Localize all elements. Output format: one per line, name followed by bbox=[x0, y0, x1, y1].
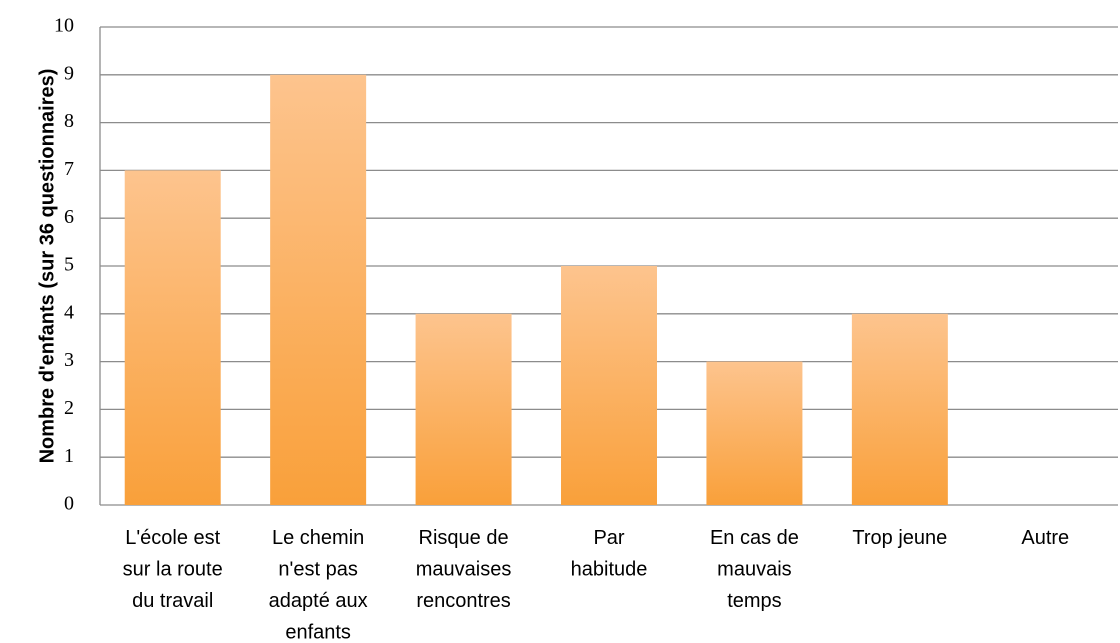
y-tick-label: 2 bbox=[64, 397, 74, 419]
y-axis-label: Nombre d'enfants (sur 36 questionnaires) bbox=[36, 69, 58, 464]
bar bbox=[124, 170, 221, 505]
y-tick-label: 5 bbox=[64, 254, 74, 276]
bar bbox=[270, 74, 367, 506]
y-tick-label: 4 bbox=[64, 301, 74, 323]
y-tick-label: 9 bbox=[64, 62, 74, 84]
x-tick-label: En cas de mauvais temps bbox=[710, 527, 799, 612]
y-tick-label: 1 bbox=[64, 445, 74, 467]
x-tick-label: Par habitude bbox=[571, 527, 648, 581]
bar bbox=[415, 313, 512, 505]
y-tick-label: 0 bbox=[64, 493, 74, 515]
y-tick-label: 7 bbox=[64, 158, 74, 180]
y-tick-label: 8 bbox=[64, 110, 74, 132]
x-tick-label: Autre bbox=[1021, 527, 1069, 549]
bar bbox=[706, 361, 803, 505]
bar bbox=[561, 266, 657, 505]
x-tick-label: Le chemin n'est pas adapté aux enfants bbox=[269, 527, 368, 643]
y-tick-label: 10 bbox=[54, 15, 74, 37]
y-tick-label: 6 bbox=[64, 206, 74, 228]
x-tick-label: Trop jeune bbox=[852, 527, 947, 549]
x-tick-label: L'école est sur la route du travail bbox=[123, 527, 223, 612]
y-tick-label: 3 bbox=[64, 349, 74, 371]
bar bbox=[851, 313, 948, 505]
x-tick-label: Risque de mauvaises rencontres bbox=[416, 527, 512, 612]
